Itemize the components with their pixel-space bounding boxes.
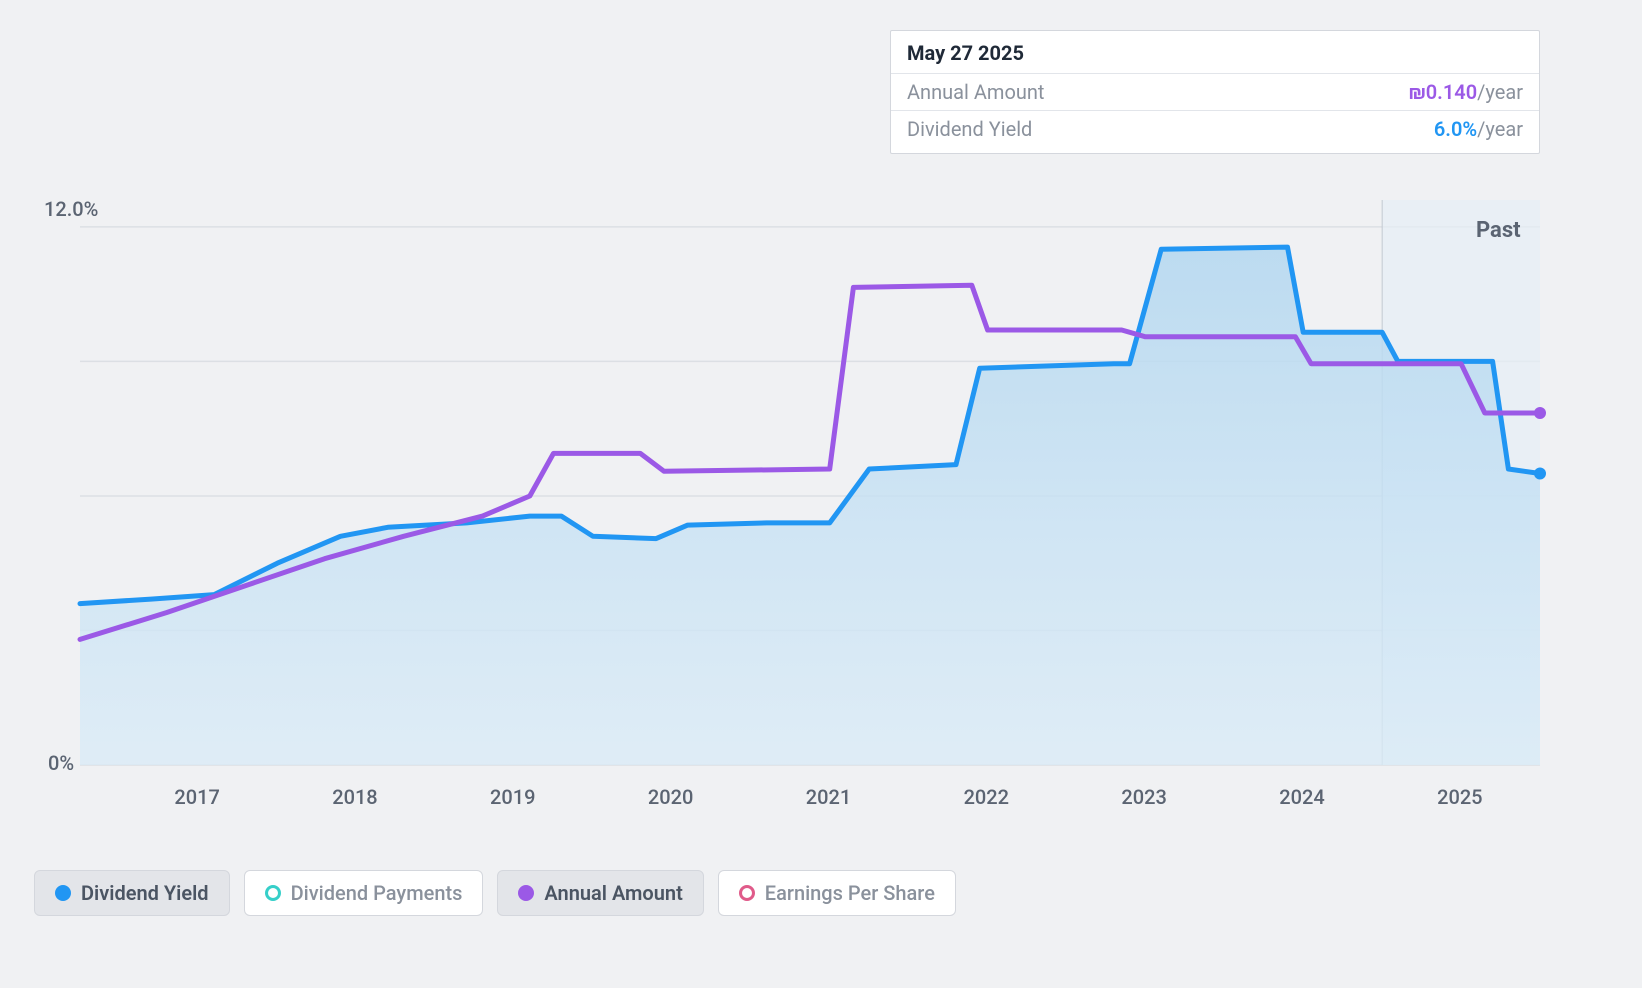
legend-label: Annual Amount: [544, 881, 682, 905]
legend-label: Dividend Yield: [81, 881, 209, 905]
legend-dot-icon: [265, 885, 281, 901]
x-axis-label: 2020: [648, 785, 693, 809]
x-axis-label: 2018: [332, 785, 377, 809]
legend-item-dividend-payments[interactable]: Dividend Payments: [244, 870, 484, 916]
x-axis-label: 2019: [490, 785, 535, 809]
x-axis-label: 2022: [964, 785, 1009, 809]
x-axis-label: 2024: [1279, 785, 1324, 809]
tooltip-label-yield: Dividend Yield: [907, 117, 1032, 141]
legend-item-earnings-per-share[interactable]: Earnings Per Share: [718, 870, 956, 916]
legend-item-dividend-yield[interactable]: Dividend Yield: [34, 870, 230, 916]
tooltip-value-yield: 6.0%/year: [1434, 117, 1523, 141]
x-axis-label: 2021: [806, 785, 851, 809]
legend-dot-icon: [518, 885, 534, 901]
tooltip-row-amount: Annual Amount ₪0.140/year: [891, 74, 1539, 111]
tooltip-title: May 27 2025: [891, 31, 1539, 74]
legend-item-annual-amount[interactable]: Annual Amount: [497, 870, 703, 916]
tooltip-value-amount: ₪0.140/year: [1409, 80, 1523, 104]
x-axis-label: 2017: [174, 785, 219, 809]
tooltip: May 27 2025 Annual Amount ₪0.140/year Di…: [890, 30, 1540, 154]
y-axis-label-min: 0%: [48, 751, 74, 775]
legend-dot-icon: [55, 885, 71, 901]
tooltip-label-amount: Annual Amount: [907, 80, 1044, 104]
legend-label: Dividend Payments: [291, 881, 463, 905]
y-axis-label-max: 12.0%: [44, 197, 98, 221]
x-axis-label: 2023: [1121, 785, 1166, 809]
legend-label: Earnings Per Share: [765, 881, 935, 905]
legend: Dividend Yield Dividend Payments Annual Am…: [34, 870, 956, 916]
tooltip-row-yield: Dividend Yield 6.0%/year: [891, 111, 1539, 153]
x-axis-label: 2025: [1437, 785, 1482, 809]
past-region-label: Past: [1476, 218, 1521, 243]
chart-container: 12.0% 0% 2017 2018 2019 2020 2021 2022 2023 202…: [0, 0, 1642, 988]
legend-dot-icon: [739, 885, 755, 901]
